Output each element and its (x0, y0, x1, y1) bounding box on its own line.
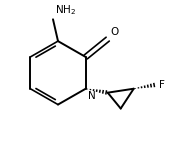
Text: F: F (159, 80, 165, 90)
Text: O: O (111, 27, 119, 37)
Text: N: N (88, 91, 95, 101)
Text: NH$_2$: NH$_2$ (55, 4, 76, 17)
